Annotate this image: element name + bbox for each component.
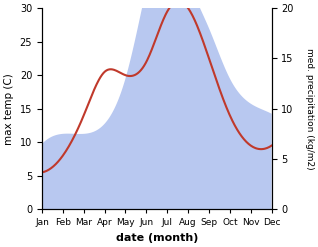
Y-axis label: max temp (C): max temp (C) <box>4 73 14 144</box>
Y-axis label: med. precipitation (kg/m2): med. precipitation (kg/m2) <box>305 48 314 169</box>
X-axis label: date (month): date (month) <box>116 233 198 243</box>
